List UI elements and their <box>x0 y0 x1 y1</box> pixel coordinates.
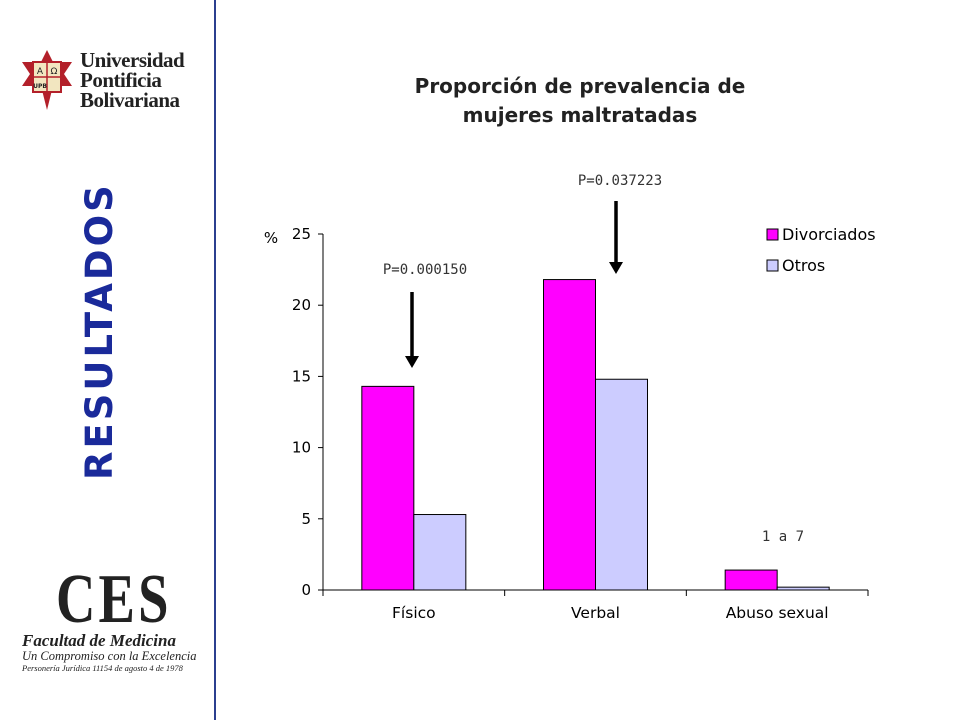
y-tick-label: 20 <box>292 296 311 314</box>
annotation-label: 1 a 7 <box>762 529 804 545</box>
x-tick-label: Verbal <box>571 604 620 622</box>
bar-otros <box>595 378 648 591</box>
upb-wordmark-line: Bolivariana <box>80 88 180 112</box>
ces-logo: CES Facultad de Medicina Un Compromiso c… <box>22 561 202 676</box>
legend-swatch <box>766 259 779 272</box>
bar-otros <box>776 586 830 591</box>
annotation-label: P=0.037223 <box>578 173 662 189</box>
upb-wordmark-line: Universidad <box>80 48 185 72</box>
legend-label: Otros <box>782 256 825 275</box>
y-tick-label: 15 <box>292 367 311 385</box>
legend-swatch <box>766 228 779 241</box>
ces-logo-line3: Personería Jurídica 11154 de agosto 4 de… <box>22 663 183 673</box>
seal-letter-upb: UPB <box>33 83 47 90</box>
annotation-label: P=0.000150 <box>383 262 467 278</box>
seal-letter-alpha: A <box>37 67 44 77</box>
ces-logo-line1: Facultad de Medicina <box>22 631 176 650</box>
x-tick-label: Físico <box>392 604 436 622</box>
y-tick-label: 0 <box>301 581 311 599</box>
bar-divorciados <box>361 385 415 591</box>
bar-divorciados <box>543 279 596 591</box>
y-axis-label: % <box>264 229 278 247</box>
upb-seal-icon: A Ω UPB <box>22 50 72 110</box>
y-tick-label: 25 <box>292 225 311 243</box>
bar-divorciados <box>724 569 778 591</box>
bar-otros <box>413 514 467 591</box>
upb-wordmark: Universidad Pontificia Bolivariana <box>80 48 185 112</box>
x-tick-label: Abuso sexual <box>726 604 829 622</box>
y-tick-label: 5 <box>301 510 311 528</box>
chart-title: Proporción de prevalencia de mujeres mal… <box>414 74 746 127</box>
y-tick-label: 10 <box>292 439 311 457</box>
annotation-arrowhead <box>609 262 623 274</box>
upb-wordmark-line: Pontificia <box>80 68 162 92</box>
upb-logo: A Ω UPB Universidad Pontificia Bolivaria… <box>18 46 198 116</box>
ces-logo-line2: Un Compromiso con la Excelencia <box>22 649 197 663</box>
annotation-arrowhead <box>405 356 419 368</box>
seal-letter-omega: Ω <box>51 67 58 77</box>
sidebar-divider <box>214 0 216 720</box>
legend-label: Divorciados <box>782 225 876 244</box>
ces-logo-title: CES <box>56 561 172 638</box>
